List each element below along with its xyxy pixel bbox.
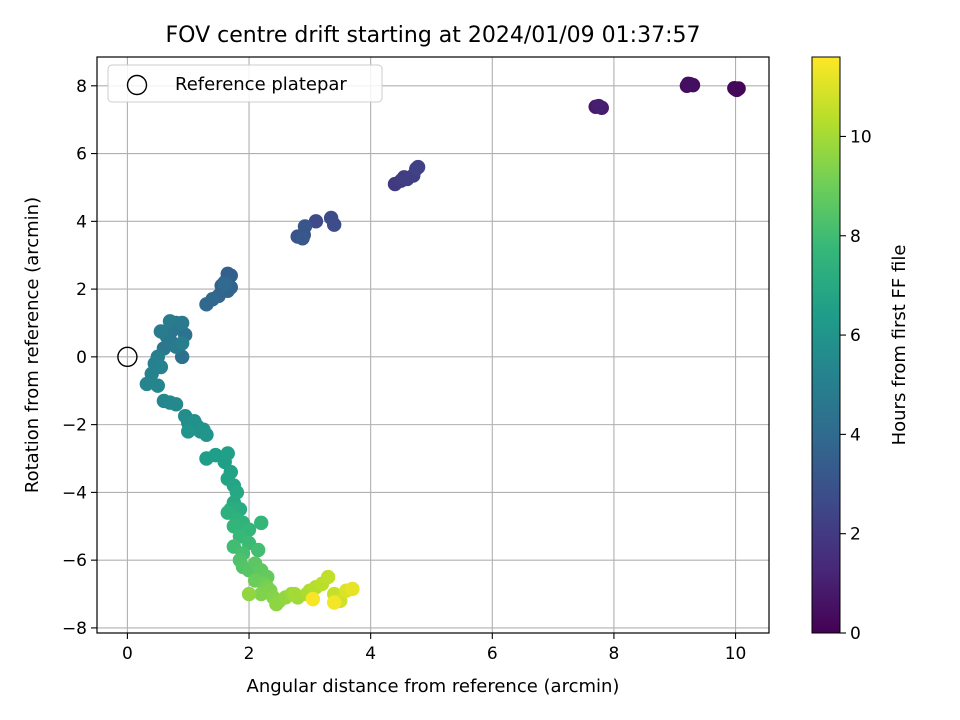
x-tick-label: 6 [487,644,498,664]
data-point [162,314,178,329]
data-point [297,219,313,234]
plot-frame [96,56,770,634]
grid-lines [97,57,769,633]
data-point [308,214,324,229]
data-point [295,231,310,246]
x-tick-label: 2 [244,644,255,664]
data-point [199,427,214,442]
data-point [174,336,190,351]
x-axis-ticks: 0 2 4 6 8 10 [122,633,746,664]
plot-background [97,57,769,633]
reference-platepar-marker [117,346,138,368]
y-tick-label: 8 [76,77,87,97]
data-point [305,591,321,607]
colorbar-tick-label: 6 [850,326,861,346]
data-point [591,98,606,114]
data-point [727,80,742,96]
data-point [680,76,696,91]
x-tick-label: 0 [122,644,133,664]
reference-marker-layer [117,346,138,368]
data-point [241,586,257,602]
data-point [181,424,196,439]
colorbar-gradient [811,56,841,634]
data-point [139,376,155,392]
y-tick-label: 0 [76,348,87,368]
data-point [220,446,235,461]
data-point [326,595,342,610]
colorbar-ticks: 0 2 4 6 8 10 [840,127,872,644]
y-axis-ticks: −8 −6 −4 −2 0 2 4 6 8 [62,77,97,639]
y-tick-label: −2 [62,416,87,436]
colorbar-tick-label: 0 [850,624,861,644]
data-point [174,315,190,331]
x-tick-label: 4 [365,644,376,664]
colorbar-label: Hours from first FF file [889,245,910,446]
y-axis-label: Rotation from reference (arcmin) [22,197,43,493]
data-point [168,397,184,412]
chart-title: FOV centre drift starting at 2024/01/09 … [166,23,701,48]
x-tick-label: 10 [725,644,747,664]
data-point [410,159,426,175]
data-point [150,378,166,393]
y-tick-label: −6 [62,551,87,571]
y-tick-label: −8 [62,619,87,639]
data-point [345,581,360,597]
colorbar-tick-label: 2 [850,525,861,545]
y-tick-label: −4 [62,483,87,503]
x-axis-label: Angular distance from reference (arcmin) [247,676,620,697]
y-tick-label: 6 [76,145,87,165]
plot-area: 0 2 4 6 8 10 −8 −6 −4 −2 0 2 4 6 8 [62,56,770,664]
legend: Reference platepar [107,64,383,103]
colorbar-tick-label: 10 [850,127,872,147]
colorbar-tick-label: 4 [850,425,861,445]
y-tick-label: 2 [76,280,87,300]
colorbar-tick-label: 8 [850,227,861,247]
scatter-points [139,76,746,612]
x-tick-label: 8 [609,644,620,664]
data-point [199,297,214,312]
data-point [253,586,269,602]
data-point [326,217,342,232]
legend-label: Reference platepar [175,74,347,95]
data-point [253,515,269,531]
colorbar: 0 2 4 6 8 10 Hours from first FF file [811,56,910,644]
data-point [250,542,266,558]
data-point [217,276,232,292]
legend-box [107,64,383,103]
y-tick-label: 4 [76,212,87,232]
data-point [320,569,336,585]
data-point [287,586,302,602]
legend-marker-open-circle [126,74,148,96]
data-point [153,324,169,339]
